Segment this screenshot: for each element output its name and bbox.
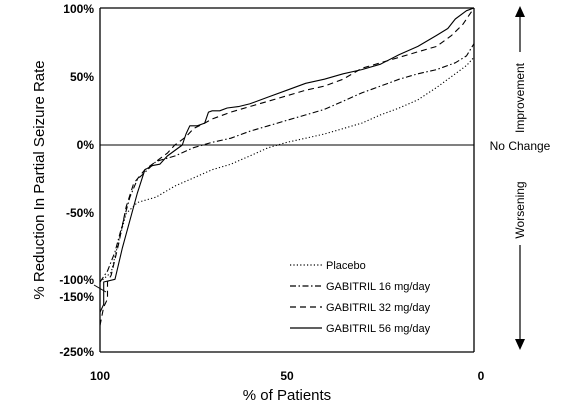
no-change-label: No Change bbox=[490, 139, 551, 153]
worsening-label: Worsening bbox=[513, 181, 527, 238]
legend-label: GABITRIL 56 mg/day bbox=[326, 323, 431, 335]
series-lines bbox=[99, 7, 475, 326]
legend-label: GABITRIL 32 mg/day bbox=[326, 302, 431, 314]
x-tick-labels: 100 50 0 bbox=[90, 369, 485, 383]
y-tick-label: -150% bbox=[59, 290, 94, 304]
legend-label: GABITRIL 16 mg/day bbox=[326, 281, 431, 293]
y-tick-label: 50% bbox=[70, 70, 94, 84]
x-tick-label: 0 bbox=[478, 369, 485, 383]
y-tick-label: -250% bbox=[59, 345, 94, 359]
legend-item-56mg: GABITRIL 56 mg/day bbox=[290, 323, 431, 335]
series-line-gabitril-32-mg-day bbox=[99, 7, 475, 326]
x-axis-title: % of Patients bbox=[243, 387, 331, 404]
y-tick-label: 0% bbox=[77, 138, 95, 152]
y-tick-label: -50% bbox=[66, 206, 94, 220]
x-tick-label: 100 bbox=[90, 369, 110, 383]
legend-item-16mg: GABITRIL 16 mg/day bbox=[290, 281, 431, 293]
down-arrow-icon bbox=[515, 339, 525, 350]
y-axis-title: % Reduction In Partial Seizure Rate bbox=[31, 60, 48, 299]
legend-label: Placebo bbox=[326, 260, 366, 272]
improvement-indicator: Improvement bbox=[513, 6, 527, 133]
legend-item-32mg: GABITRIL 32 mg/day bbox=[290, 302, 431, 314]
legend-item-placebo: Placebo bbox=[290, 260, 366, 272]
worsening-indicator: Worsening bbox=[513, 181, 527, 350]
series-line-gabitril-56-mg-day bbox=[99, 7, 475, 313]
plot-frame bbox=[93, 7, 475, 353]
y-tick-label: -100% bbox=[59, 273, 94, 287]
x-tick-label: 50 bbox=[280, 369, 294, 383]
improvement-label: Improvement bbox=[513, 62, 527, 133]
y-tick-labels: 100% 50% 0% -50% -100% -150% -250% bbox=[59, 2, 94, 359]
series-line-placebo bbox=[99, 56, 475, 283]
y-tick-label: 100% bbox=[63, 2, 94, 16]
legend: Placebo GABITRIL 16 mg/day GABITRIL 32 m… bbox=[290, 260, 431, 335]
up-arrow-icon bbox=[515, 6, 525, 17]
series-line-gabitril-16-mg-day bbox=[99, 43, 475, 283]
